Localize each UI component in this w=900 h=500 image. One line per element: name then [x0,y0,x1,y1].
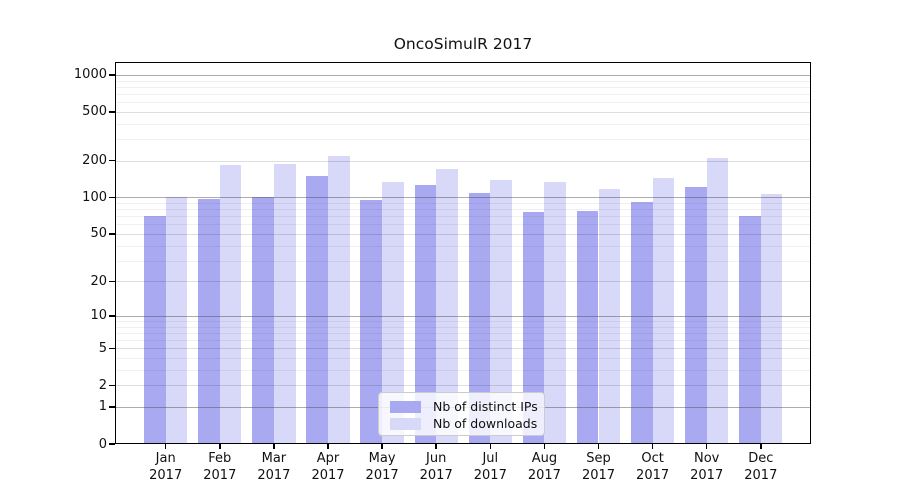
x-tick-year: 2017 [311,467,345,483]
y-tick-label: 50 [90,226,107,242]
bar-distinct-ips-dec [739,216,761,444]
y-axis-tick [109,315,115,317]
x-axis-tick [381,444,383,449]
bar-distinct-ips-may [360,200,383,444]
legend-swatch-downloads [390,417,421,430]
y-tick-label: 0 [98,436,107,452]
x-axis-tick [651,444,654,449]
bar-downloads-jun [436,169,458,444]
legend-item-downloads: Nb of downloads [390,415,544,432]
y-tick-label: 5 [98,340,107,356]
y-axis-tick [109,111,115,113]
bar-distinct-ips-aug [522,211,545,444]
legend-swatch-distinct-ips [390,400,421,413]
bar-distinct-ips-jan [144,216,166,444]
y-tick-label: 500 [82,104,107,120]
x-tick-label: Mar 2017 [244,451,304,484]
gridline [115,102,811,104]
legend-item-distinct-ips: Nb of distinct IPs [390,398,544,415]
x-tick-year: 2017 [581,467,616,483]
y-axis-tick [109,347,115,350]
y-axis-tick [109,406,115,408]
bar-downloads-may [382,181,404,444]
bar-distinct-ips-sep [576,211,599,444]
y-axis-tick [109,280,115,283]
legend-label-downloads: Nb of downloads [433,416,538,431]
x-axis-tick [760,444,762,449]
x-tick-year: 2017 [203,467,237,483]
bar-distinct-ips-feb [198,198,220,444]
x-axis-tick [164,444,167,449]
y-axis-tick [109,159,115,162]
y-tick-label: 1000 [73,67,107,83]
y-tick-label: 2 [98,377,107,393]
bar-distinct-ips-jun [414,185,437,444]
bar-downloads-jan [165,197,188,444]
gridline [115,123,811,125]
x-tick-label: Aug 2017 [514,451,574,484]
legend-label-distinct-ips: Nb of distinct IPs [433,399,538,414]
bar-distinct-ips-oct [630,201,653,444]
x-tick-label: Jan 2017 [136,451,196,484]
gridline [115,111,811,113]
gridline [115,93,811,95]
x-tick-year: 2017 [636,467,670,483]
bar-distinct-ips-jul [468,193,491,444]
x-tick-year: 2017 [257,467,291,483]
x-axis-tick [327,444,329,449]
x-axis-tick [705,444,708,449]
gridline [115,74,811,76]
gridline [115,80,811,82]
y-tick-label: 20 [90,273,107,289]
bar-downloads-jul [490,180,512,444]
x-tick-year: 2017 [473,467,507,483]
x-tick-year: 2017 [527,467,561,483]
x-axis-tick [219,444,221,449]
x-tick-year: 2017 [149,467,183,483]
y-tick-label: 200 [82,153,107,169]
y-axis-tick [109,74,115,76]
x-axis-tick [543,444,546,449]
x-tick-year: 2017 [690,467,724,483]
bar-downloads-feb [219,164,242,444]
bar-downloads-sep [598,189,621,444]
x-axis-tick [273,444,275,449]
y-tick-label: 10 [90,308,107,324]
y-axis-tick [109,233,115,235]
chart-title: OncoSimulR 2017 [393,35,533,53]
bar-downloads-aug [544,181,567,444]
x-tick-label: Oct 2017 [623,451,683,484]
x-tick-label: May 2017 [352,451,412,484]
x-axis-tick [597,444,600,449]
x-tick-year: 2017 [419,467,453,483]
x-axis-tick [489,444,492,449]
y-axis-tick [109,196,115,199]
x-tick-label: Jul 2017 [460,451,520,484]
x-tick-label: Dec 2017 [731,451,791,484]
x-tick-label: Sep 2017 [569,451,629,484]
x-tick-label: Apr 2017 [298,451,358,484]
y-axis-tick [109,443,115,445]
x-axis-tick [435,444,437,449]
gridline [115,86,811,88]
bar-downloads-mar [273,163,296,444]
x-tick-year: 2017 [744,467,778,483]
x-tick-label: Nov 2017 [677,451,737,484]
bar-downloads-nov [706,158,729,444]
bar-downloads-oct [652,177,675,444]
x-tick-label: Feb 2017 [190,451,250,484]
legend: Nb of distinct IPs Nb of downloads [378,392,545,436]
bar-distinct-ips-apr [306,176,328,444]
bar-downloads-apr [328,155,350,444]
y-tick-label: 1 [98,399,107,415]
gridline [115,139,811,141]
bar-distinct-ips-mar [252,196,274,444]
bar-distinct-ips-nov [685,186,707,444]
y-axis-tick [109,384,115,387]
x-tick-year: 2017 [365,467,399,483]
y-tick-label: 100 [82,189,107,205]
bar-downloads-dec [760,193,783,444]
x-tick-label: Jun 2017 [406,451,466,484]
